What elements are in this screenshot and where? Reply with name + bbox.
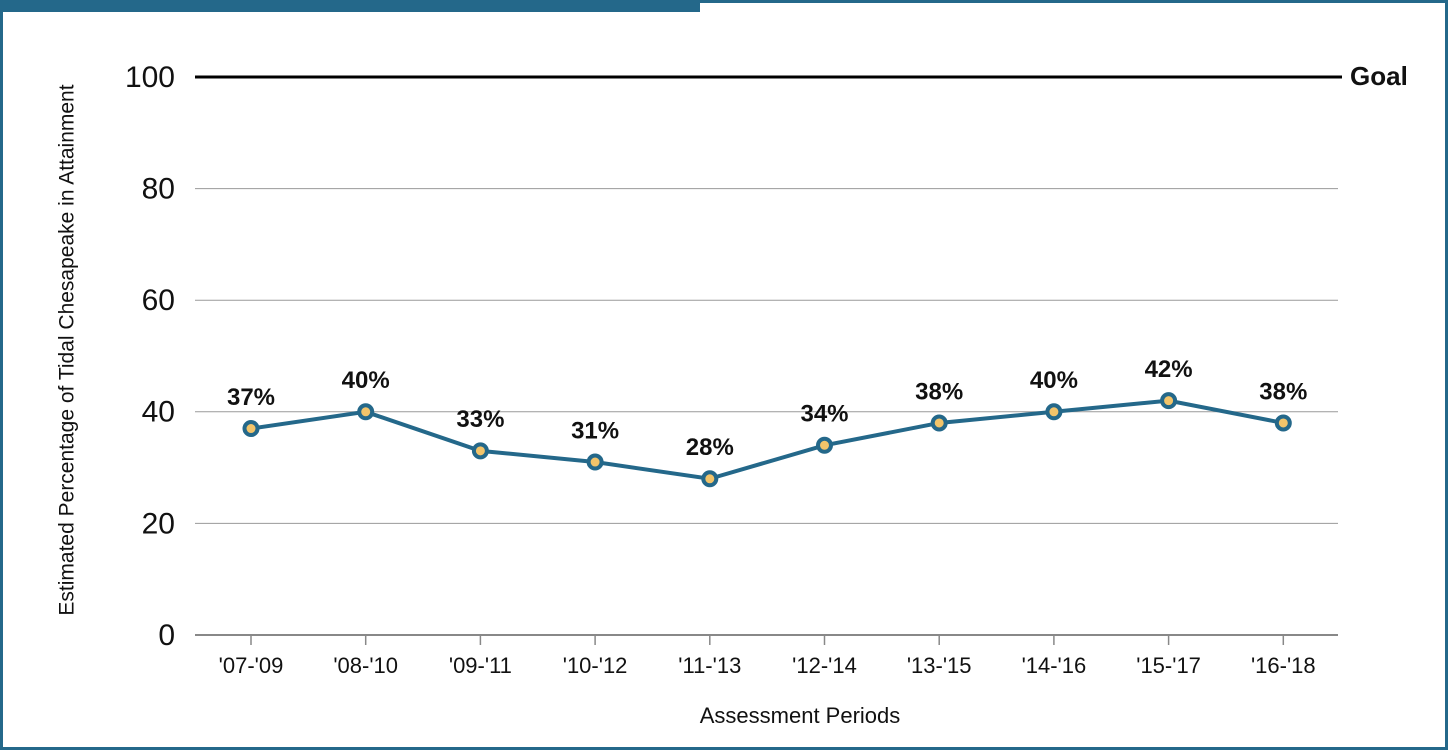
goal-label: Goal [1350,61,1408,91]
marker [816,436,833,454]
data-label: 31% [571,417,619,444]
x-tick-label: '10-'12 [563,653,628,678]
marker [701,470,719,488]
x-tick-label: '16-'18 [1251,653,1316,678]
x-axis-label: Assessment Periods [700,703,901,728]
marker [1160,392,1178,410]
data-label: 37% [227,384,275,411]
x-tick-label: '15-'17 [1136,653,1201,678]
data-label: 38% [915,378,963,405]
x-tick-label: '13-'15 [907,653,972,678]
x-tick-label: '08-'10 [333,653,398,678]
data-label: 34% [800,401,848,428]
marker [1274,414,1292,432]
y-tick-label: 100 [125,61,175,94]
x-tick-label: '14-'16 [1022,653,1087,678]
data-label: 40% [342,367,390,394]
marker [930,414,948,432]
y-tick-label: 40 [142,396,175,429]
marker [471,442,489,460]
y-tick-label: 80 [142,173,175,206]
marker [242,420,260,438]
x-tick-label: '12-'14 [792,653,857,678]
y-tick-label: 20 [142,507,175,540]
y-tick-label: 60 [142,284,175,317]
marker [1045,403,1063,421]
data-label: 40% [1030,367,1078,394]
data-label: 33% [456,406,504,433]
x-tick-label: '09-'11 [449,653,512,678]
marker [357,403,375,421]
y-axis-label: Estimated Percentage of Tidal Chesapeake… [56,84,79,615]
data-label: 38% [1259,378,1307,405]
marker [586,453,604,471]
x-tick-label: '07-'09 [219,653,284,678]
data-label: 28% [686,434,734,461]
data-label: 42% [1145,356,1193,383]
line [250,398,1284,481]
header-bar [0,0,700,12]
x-tick-label: '11-'13 [678,653,741,678]
y-tick-label: 0 [158,619,175,652]
